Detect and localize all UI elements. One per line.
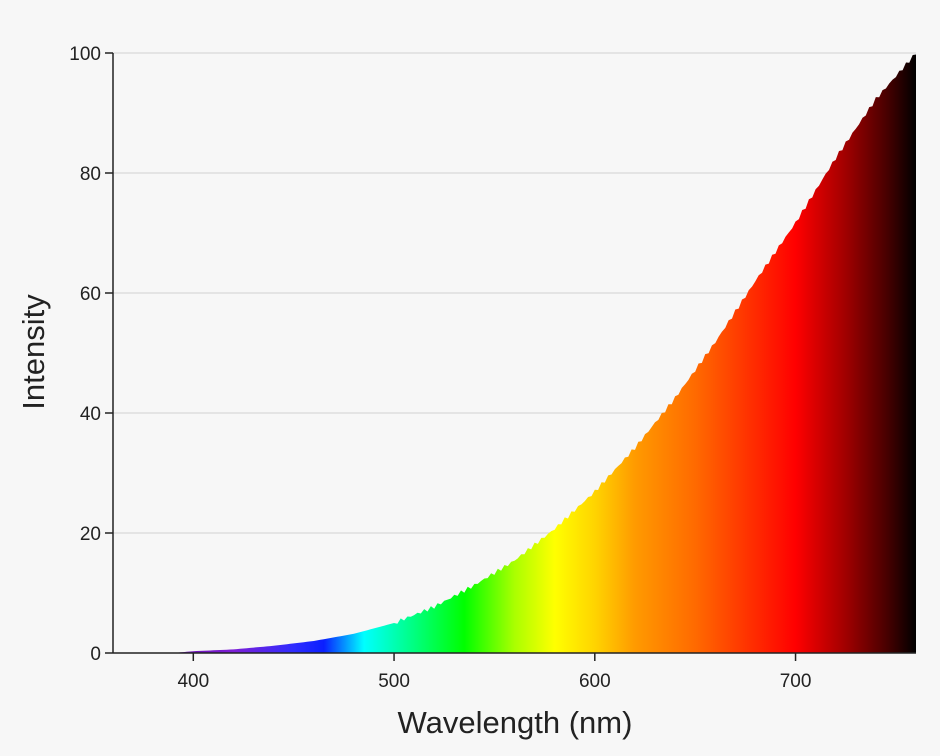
- spectrum-area: [173, 54, 916, 653]
- y-tick-label: 20: [80, 524, 101, 545]
- x-axis-title: Wavelength (nm): [398, 705, 633, 740]
- x-tick-label: 400: [177, 671, 209, 692]
- y-axis-title: Intensity: [16, 294, 51, 410]
- x-tick-label: 500: [378, 671, 410, 692]
- y-tick-label: 0: [90, 644, 101, 665]
- y-tick-label: 60: [80, 284, 101, 305]
- y-tick-label: 100: [69, 44, 101, 65]
- y-tick-label: 40: [80, 404, 101, 425]
- y-tick-label: 80: [80, 164, 101, 185]
- x-tick-label: 600: [579, 671, 611, 692]
- x-tick-label: 700: [780, 671, 812, 692]
- axes: [112, 53, 916, 654]
- ticks: 0 20 40 60 80 100 400 500 600 700: [69, 44, 811, 692]
